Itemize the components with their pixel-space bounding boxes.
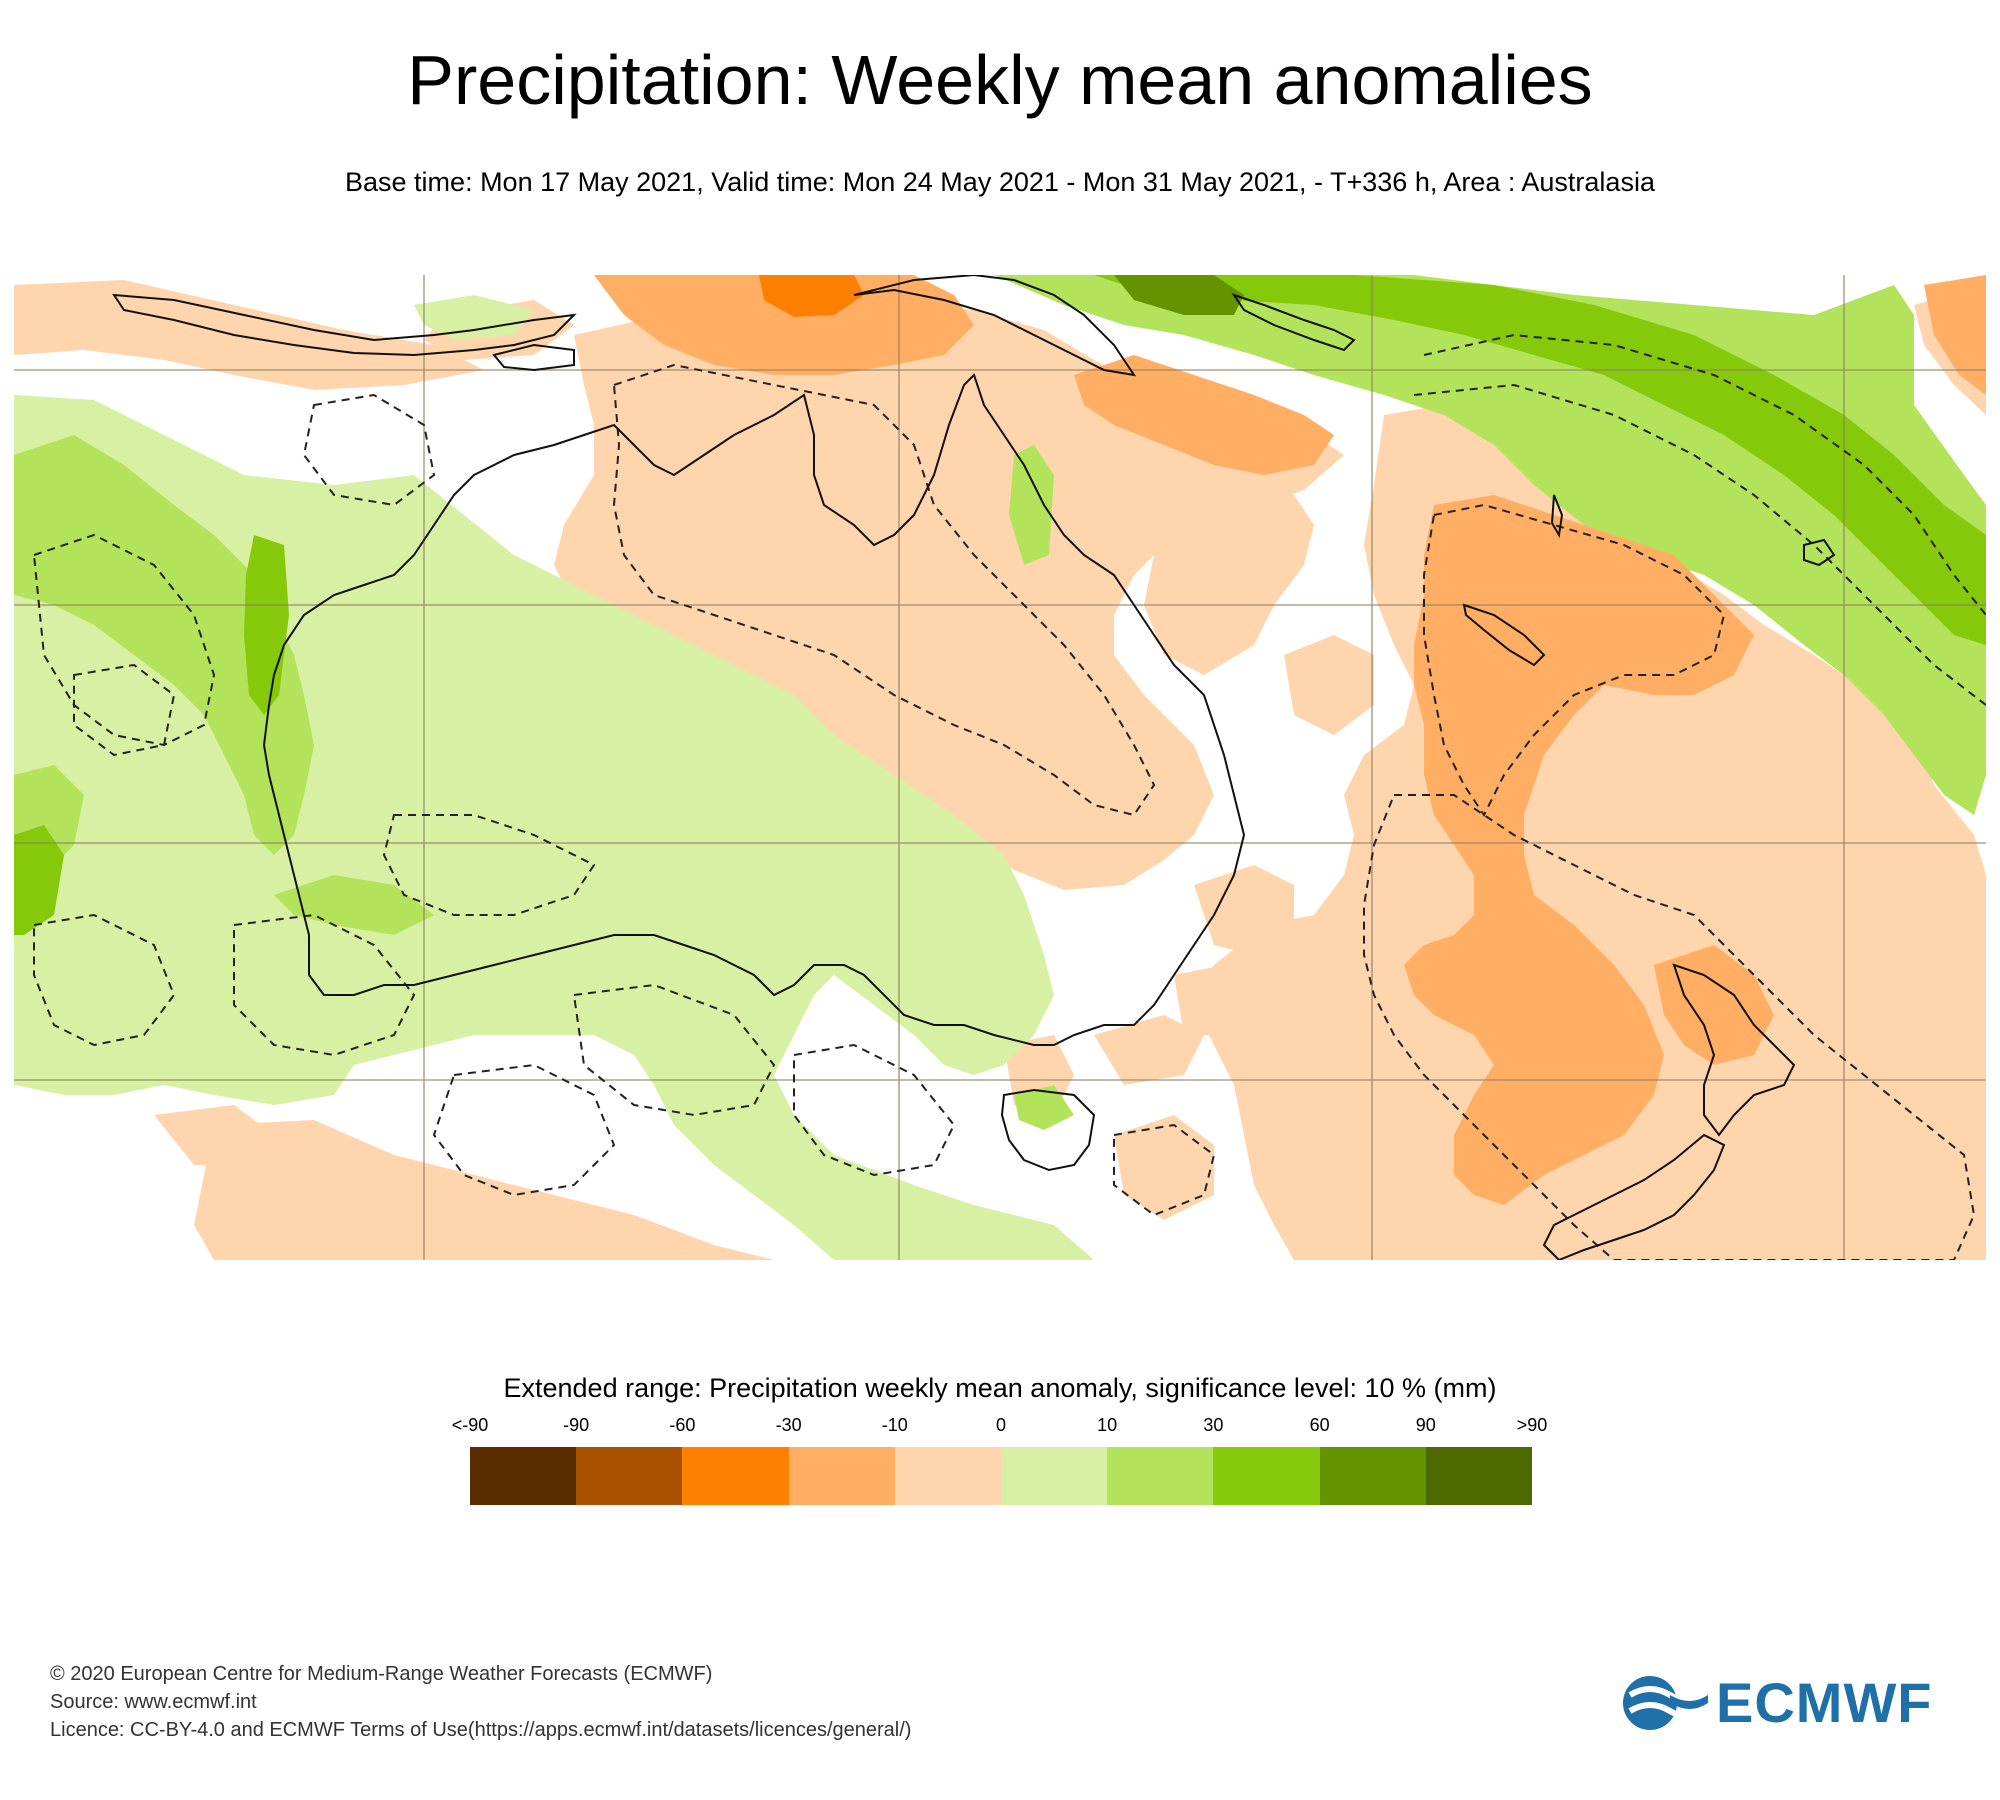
footer: © 2020 European Centre for Medium-Range … [50,1660,911,1744]
ecmwf-logo: ECMWF [1620,1668,1950,1738]
indonesia-coastline-1 [112,293,577,357]
legend-tick-label: 0 [995,1415,1007,1435]
chart-subtitle: Base time: Mon 17 May 2021, Valid time: … [345,167,1655,197]
map-graticule [14,275,1986,1260]
legend-swatch [1319,1447,1426,1505]
legend-swatch [788,1447,895,1505]
legend-tick-label: 10 [1097,1415,1118,1435]
new-zealand-south-coastline [1542,1133,1726,1260]
legend-tick-label: 60 [1309,1415,1330,1435]
legend-swatch [1107,1447,1214,1505]
new-guinea-coastline [853,275,1137,377]
legend-title: Extended range: Precipitation weekly mea… [503,1373,1497,1403]
new-zealand-north-coastline [1672,963,1796,1137]
coastlines [112,275,1836,1260]
ecmwf-logo-text: ECMWF [1716,1671,1933,1734]
vanuatu-coastline [1550,494,1564,538]
legend-swatch [1001,1447,1108,1505]
footer-source: Source: www.ecmwf.int [50,1691,257,1713]
map-svg [14,275,1986,1260]
australia-coastline [262,373,1246,1046]
anomaly-strong-green-regions [14,275,1986,935]
tasmania-coastline [1000,1088,1096,1172]
legend-swatch [894,1447,1002,1505]
solomon-islands-coastline [1231,293,1356,352]
legend-tick-label: >90 [1516,1415,1548,1435]
legend-tick-label: 90 [1415,1415,1436,1435]
legend-tick-label: -30 [775,1415,802,1435]
new-caledonia-coastline [1462,603,1546,667]
legend-swatch [1425,1447,1533,1505]
anomaly-map [14,275,1986,1260]
legend-tick-label: -10 [881,1415,908,1435]
anomaly-dark-green-regions [1114,275,1244,315]
legend-tick-labels: <-90 -90 -60 -30 -10 0 10 30 60 90 >90 [0,1415,2000,1437]
legend-swatch [682,1447,789,1505]
legend-color-bar [470,1447,1533,1505]
legend-tick-label: -90 [563,1415,590,1435]
legend-swatch [1213,1447,1320,1505]
fiji-coastline [1803,538,1836,567]
anomaly-light-orange-regions [14,280,1986,1260]
footer-licence: Licence: CC-BY-4.0 and ECMWF Terms of Us… [50,1719,912,1741]
chart-title: Precipitation: Weekly mean anomalies [407,41,1593,119]
anomaly-medium-orange-regions [594,275,1986,1205]
indonesia-coastline-2 [492,343,575,372]
legend-tick-label: -60 [669,1415,696,1435]
legend-swatch [576,1447,683,1505]
footer-copyright: © 2020 European Centre for Medium-Range … [50,1663,713,1685]
significance-contours [32,333,1986,1260]
ecmwf-logo-icon [1623,1676,1710,1730]
legend-tick-label: <-90 [451,1415,489,1435]
legend-tick-label: 30 [1203,1415,1224,1435]
legend-swatch [470,1447,577,1505]
anomaly-strong-orange-regions [759,275,864,317]
